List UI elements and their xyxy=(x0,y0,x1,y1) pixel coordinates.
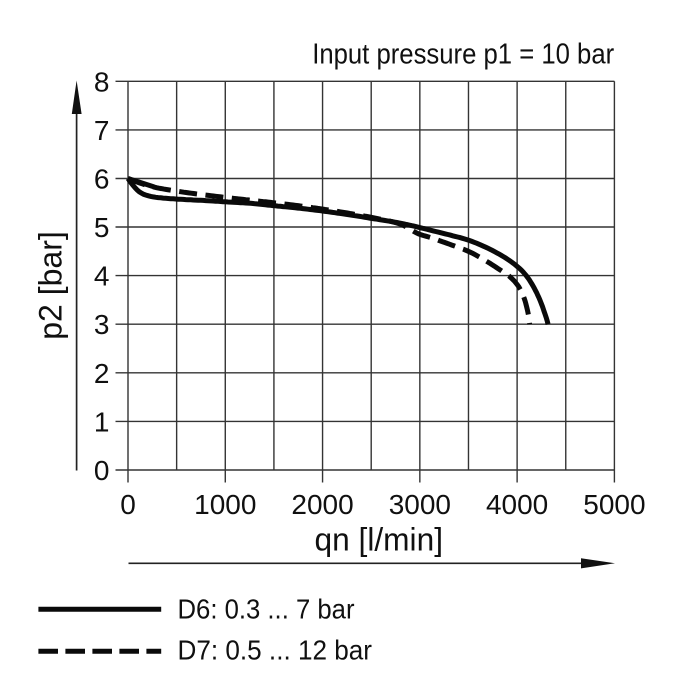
svg-text:5000: 5000 xyxy=(583,489,645,520)
svg-text:D7: 0.5 ... 12 bar: D7: 0.5 ... 12 bar xyxy=(178,634,373,665)
svg-text:4000: 4000 xyxy=(486,489,548,520)
svg-text:8: 8 xyxy=(94,66,110,97)
svg-text:3000: 3000 xyxy=(389,489,451,520)
svg-text:1: 1 xyxy=(94,406,110,437)
svg-text:Input pressure p1 = 10 bar: Input pressure p1 = 10 bar xyxy=(312,39,614,71)
svg-text:qn [l/min]: qn [l/min] xyxy=(315,522,444,558)
svg-text:1000: 1000 xyxy=(194,489,256,520)
svg-text:6: 6 xyxy=(94,164,110,195)
svg-text:3: 3 xyxy=(94,309,110,340)
svg-text:7: 7 xyxy=(94,115,110,146)
svg-text:2: 2 xyxy=(94,358,110,389)
svg-text:4: 4 xyxy=(94,261,110,292)
svg-text:2000: 2000 xyxy=(291,489,353,520)
svg-text:0: 0 xyxy=(120,489,136,520)
svg-text:p2 [bar]: p2 [bar] xyxy=(33,231,69,340)
svg-text:5: 5 xyxy=(94,212,110,243)
svg-text:0: 0 xyxy=(94,455,110,486)
svg-text:D6: 0.3 ... 7 bar: D6: 0.3 ... 7 bar xyxy=(178,594,355,625)
